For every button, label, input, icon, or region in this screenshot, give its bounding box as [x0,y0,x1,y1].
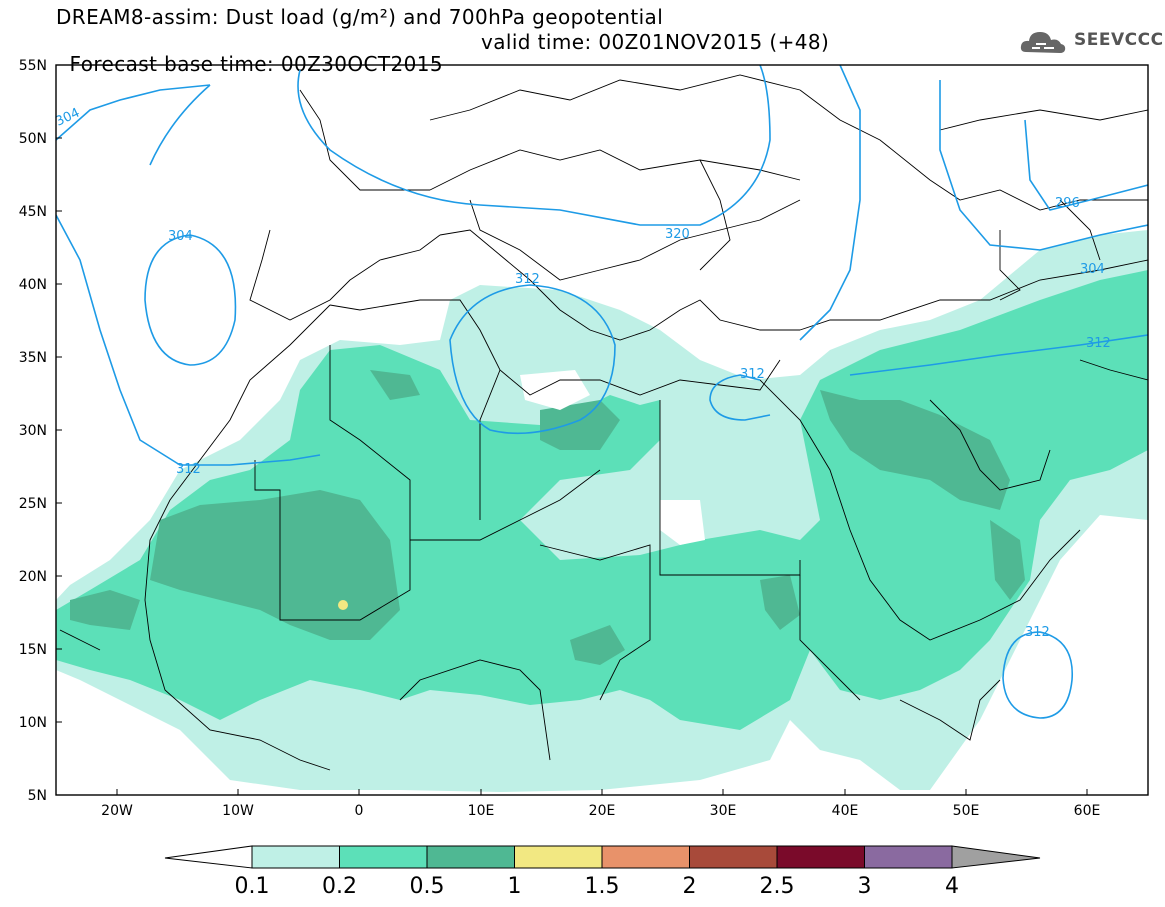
contour-label: 312 [740,367,765,382]
base-time: Forecast base time: 00Z30OCT2015 [69,52,444,76]
contour-312-east [709,65,861,421]
lon-label: 50E [953,803,980,819]
colorbar-swatch [251,845,340,869]
lon-label: 10E [468,803,495,819]
lon-label: 30E [710,803,737,819]
contour-312-ne [849,334,1148,376]
contour-312-med [449,284,616,435]
lon-label: 20E [589,803,616,819]
colorbar-label: 1 [508,874,522,899]
colorbar-swatch [339,845,428,869]
longitude-labels: 20W 10W 0 10E 20E 30E 40E 50E 60E [101,803,1100,819]
geopotential-contours [56,65,1148,719]
colorbar-low-arrow [164,845,253,869]
contour-label: 312 [1025,625,1050,640]
colorbar-label: 3 [858,874,872,899]
contour-label: 304 [1080,262,1105,277]
colorbar-swatch [514,845,603,869]
colorbar-swatch [426,845,515,869]
lon-label: 0 [355,803,364,819]
dust-free-area [660,500,705,545]
lat-label: 50N [19,131,47,147]
longitude-axis [116,789,1088,795]
contour-label: 304 [53,106,82,130]
map-title: DREAM8-assim: Dust load (g/m²) and 700hP… [56,5,664,29]
colorbar [164,845,1041,869]
latitude-labels: 55N 50N 45N 40N 35N 30N 25N 20N 15N 10N … [19,58,47,804]
contour-320 [297,65,771,226]
colorbar-swatch [689,845,778,869]
contour-label: 312 [1086,336,1111,351]
lat-label: 5N [28,788,47,804]
colorbar-high-arrow [951,845,1041,869]
dust-layer-1 [338,600,348,610]
contour-label: 304 [168,229,193,244]
dust-layer-0.5 [540,400,620,450]
contour-label: 296 [1055,196,1080,211]
contour-label: 320 [665,227,690,242]
dust-layer-0.5 [820,390,1010,510]
logo-text: SEEVCCC [1074,30,1164,50]
lat-label: 15N [19,642,47,658]
contour-304-low [144,234,237,366]
lat-label: 55N [19,58,47,74]
lat-label: 25N [19,496,47,512]
contour-304-east [1024,119,1148,211]
lat-label: 30N [19,423,47,439]
forecast-times: Forecast base time: 00Z30OCT2015 valid t… [56,31,829,97]
dust-layer-0.5 [150,490,400,640]
lat-label: 40N [19,277,47,293]
seevccc-logo: SEEVCCC [1018,24,1163,60]
dust-layer-0.5 [990,520,1025,600]
colorbar-label: 0.1 [235,874,270,899]
lat-label: 45N [19,204,47,220]
colorbar-label: 2 [683,874,697,899]
lon-label: 60E [1074,803,1101,819]
dust-layer-0.5 [370,370,420,400]
valid-time: valid time: 00Z01NOV2015 (+48) [481,30,830,54]
dust-layer-0.5 [570,625,625,665]
colorbar-label: 1.5 [585,874,620,899]
colorbar-swatch [864,845,953,869]
colorbar-label: 0.5 [410,874,445,899]
dust-field [56,230,1148,792]
contour-312-west [149,84,321,466]
lat-label: 10N [19,715,47,731]
colorbar-label: 4 [945,874,959,899]
contour-296 [939,80,1148,251]
colorbar-label: 2.5 [760,874,795,899]
lon-label: 20W [101,803,133,819]
colorbar-swatch [601,845,690,869]
contour-304-nw [56,84,230,466]
colorbar-label: 0.2 [322,874,357,899]
contour-312-arabian-sea [1002,631,1073,719]
lat-label: 20N [19,569,47,585]
dust-layer-0.5 [70,590,140,630]
colorbar-labels: 0.1 0.2 0.5 1 1.5 2 2.5 3 4 [235,874,960,899]
lon-label: 10W [222,803,254,819]
lat-label: 35N [19,350,47,366]
lon-label: 40E [832,803,859,819]
latitude-axis [56,64,62,723]
contour-labels: 304 304 312 320 312 312 312 296 304 312 [53,106,1110,640]
contour-label: 312 [176,462,201,477]
cloud-icon [1020,32,1066,53]
dust-layer-0.5 [760,575,800,630]
contour-label: 312 [515,272,540,287]
colorbar-swatch [776,845,865,869]
